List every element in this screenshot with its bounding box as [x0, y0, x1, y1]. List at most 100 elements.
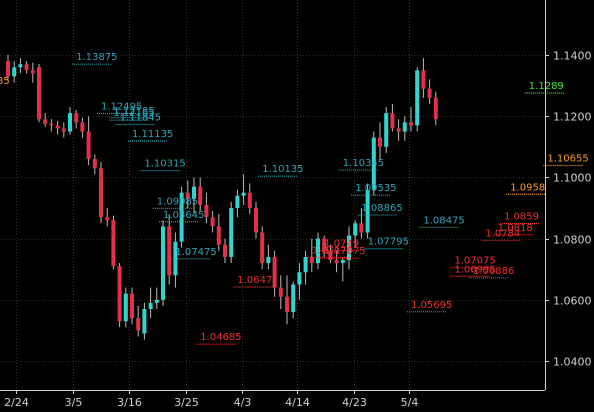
level-label: 1.10315 [144, 159, 185, 170]
candle-body [55, 125, 60, 129]
y-tick-label: 1.1000 [553, 172, 592, 185]
y-tick-label: 1.0600 [553, 295, 592, 308]
candle-body [229, 208, 234, 257]
candles [6, 55, 438, 340]
candle-body [80, 122, 85, 132]
candle-body [433, 97, 438, 120]
x-tick-label: 3/5 [65, 396, 83, 409]
candle-body [427, 88, 432, 98]
candle-body [396, 128, 401, 132]
candle-body [365, 189, 370, 233]
candle-body [154, 299, 159, 303]
candle-body [99, 168, 103, 218]
left-edge-label: 85 [0, 76, 10, 87]
candle-body [241, 192, 246, 196]
x-tick-label: 3/25 [174, 396, 199, 409]
candle-body [6, 61, 10, 77]
y-tick-label: 1.1200 [553, 111, 592, 124]
candle-body [297, 272, 302, 285]
level-label: 1.09085 [157, 196, 198, 207]
level-label: 1.06995 [454, 264, 495, 275]
level-label: 1.08865 [361, 203, 402, 214]
candle-body [24, 64, 29, 71]
candle-body [117, 266, 122, 322]
x-tick-label: 2/24 [4, 396, 29, 409]
candle-body [353, 223, 358, 236]
level-label: 1.11135 [132, 129, 173, 140]
candle-body [260, 232, 265, 264]
grid [0, 0, 545, 390]
candle-body [111, 220, 116, 267]
level-label: 1.12495 [101, 101, 142, 112]
level-label: 1.0749 [324, 239, 359, 250]
level-label: 1.10345 [343, 158, 384, 169]
level-label: 1.0859 [504, 212, 539, 223]
y-tick-label: 1.1400 [553, 50, 592, 63]
candle-body [210, 217, 215, 227]
candle-body [68, 113, 72, 132]
level-label: 1.11845 [120, 112, 161, 123]
candle-body [49, 123, 54, 126]
candle-body [142, 308, 147, 334]
candle-body [223, 244, 227, 257]
candle-body [216, 226, 221, 245]
candle-body [378, 137, 382, 147]
candle-body [371, 137, 376, 190]
candle-body [409, 122, 413, 126]
candle-body [359, 223, 364, 233]
y-tick-label: 1.0800 [553, 234, 592, 247]
candle-body [272, 256, 277, 288]
candle-body [316, 238, 320, 264]
candle-body [235, 195, 240, 208]
candle-body [303, 256, 308, 273]
candle-body [185, 192, 190, 199]
x-tick-label: 4/14 [285, 396, 310, 409]
candle-body [30, 70, 35, 74]
level-label: 1.08475 [423, 215, 464, 226]
candle-body [18, 64, 23, 68]
candle-body [309, 256, 314, 264]
candle-body [340, 260, 345, 264]
candle-body [74, 113, 79, 123]
candle-body [278, 287, 283, 297]
candle-body [254, 208, 258, 233]
candle-body [328, 250, 333, 261]
candle-body [384, 113, 389, 147]
x-tick-label: 5/4 [401, 396, 419, 409]
candle-body [204, 204, 209, 218]
x-tick-label: 4/23 [342, 396, 367, 409]
level-label: 1.0784 [485, 228, 520, 239]
level-label: 1.10655 [547, 153, 588, 164]
candle-body [266, 256, 271, 264]
x-tick-label: 4/3 [234, 396, 252, 409]
candle-body [61, 128, 66, 132]
level-label: 1.05695 [411, 300, 452, 311]
candle-body [167, 226, 172, 276]
level-label: 1.10135 [262, 164, 303, 175]
level-label: 1.09535 [355, 183, 396, 194]
level-label: 1.1289 [529, 81, 564, 92]
level-label: 1.13875 [76, 52, 117, 63]
level-label: 1.0647 [237, 275, 272, 286]
level-label: 1.07175 [312, 245, 353, 256]
candle-body [161, 226, 165, 300]
candle-body [334, 260, 339, 264]
candle-body [247, 192, 252, 208]
candle-body [130, 293, 134, 319]
candle-body [192, 186, 196, 199]
candle-body [198, 186, 203, 205]
level-label: 1.12165 [113, 108, 154, 119]
candle-body [86, 131, 91, 160]
candle-body [285, 296, 289, 313]
x-tick-label: 3/16 [117, 396, 142, 409]
candle-body [123, 293, 128, 322]
candle-body [136, 318, 141, 331]
candle-body [322, 238, 327, 251]
candle-body [43, 119, 48, 124]
level-label: 1.07075 [324, 246, 365, 257]
candle-body [12, 67, 17, 77]
candle-body [179, 192, 184, 242]
